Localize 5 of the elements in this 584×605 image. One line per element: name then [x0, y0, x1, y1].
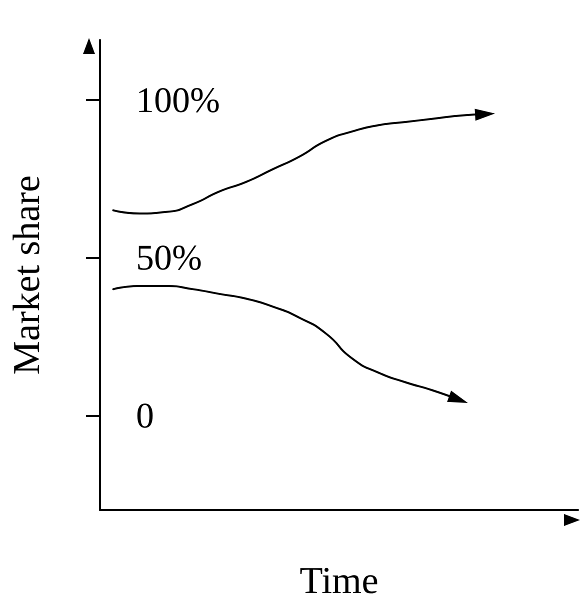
y-axis-title: Market share: [6, 175, 48, 375]
y-tick-label: 50%: [136, 238, 202, 278]
x-axis-title: Time: [300, 560, 378, 602]
y-tick-label: 100%: [136, 80, 220, 120]
y-tick-label: 0: [136, 395, 154, 436]
